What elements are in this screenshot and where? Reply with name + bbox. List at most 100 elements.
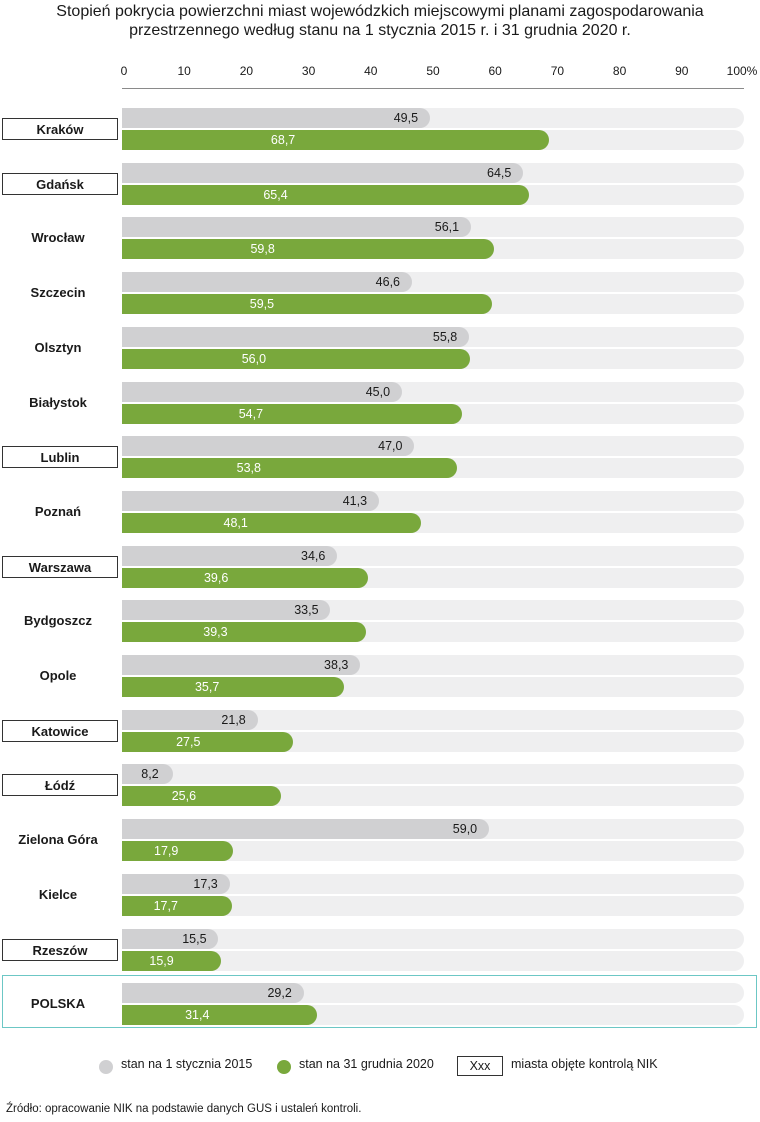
bar-track [122, 874, 744, 894]
legend-label-2015: stan na 1 stycznia 2015 [121, 1057, 253, 1071]
data-label: 8,2 [141, 767, 159, 781]
city-label: Lublin [2, 446, 118, 468]
bar-2020 [122, 404, 463, 424]
city-label: POLSKA [30, 996, 86, 1011]
bar-2020 [122, 622, 367, 642]
x-tick-label: 40 [364, 64, 378, 78]
bar-2015 [122, 655, 361, 675]
data-label: 41,3 [342, 494, 368, 508]
bar-2020 [122, 841, 234, 861]
data-label: 39,6 [203, 571, 229, 585]
data-label: 15,9 [149, 954, 174, 968]
bar-2015 [122, 163, 524, 183]
x-tick-label: 20 [239, 64, 254, 78]
bar-2020 [122, 185, 529, 205]
city-label: Poznań [34, 504, 82, 519]
data-label: 55,8 [432, 330, 458, 344]
bar-2015 [122, 382, 402, 402]
city-label: Zielona Góra [18, 832, 98, 847]
x-tick-label: 100% [726, 64, 758, 78]
data-label: 45,0 [365, 385, 391, 399]
city-label: Gdańsk [2, 173, 118, 195]
data-label: 33,5 [294, 603, 319, 617]
bar-2015 [122, 764, 173, 784]
bar-2015 [122, 491, 379, 511]
legend-label-2020: stan na 31 grudnia 2020 [299, 1057, 434, 1071]
city-label: Łódź [2, 774, 118, 796]
x-tick-label: 30 [301, 64, 316, 78]
data-label: 68,7 [270, 133, 296, 147]
data-label: 38,3 [324, 658, 349, 672]
bar-2015 [122, 819, 489, 839]
source-note: Źródło: opracowanie NIK na podstawie dan… [6, 1103, 362, 1115]
bar-track [122, 764, 744, 784]
bar-2020 [122, 294, 493, 314]
bar-2015 [122, 983, 304, 1003]
data-label: 15,5 [182, 932, 207, 946]
city-label: Opole [39, 668, 77, 683]
bar-2020 [122, 568, 369, 588]
data-label: 48,1 [223, 516, 248, 530]
chart-title: Stopień pokrycia powierzchni miast wojew… [56, 3, 704, 39]
bar-2015 [122, 929, 219, 949]
x-tick-label: 90 [675, 64, 689, 78]
data-label: 39,3 [203, 625, 228, 639]
bar-2015 [122, 874, 230, 894]
city-label: Kielce [38, 887, 78, 902]
city-label: Szczecin [30, 285, 86, 300]
data-label: 47,0 [378, 439, 403, 453]
legend-swatch-2020 [277, 1060, 291, 1074]
legend-box-sample: Xxx [457, 1056, 503, 1076]
city-label: Katowice [2, 720, 118, 742]
data-label: 59,5 [249, 297, 275, 311]
data-label: 46,6 [375, 275, 401, 289]
data-label: 59,8 [250, 242, 275, 256]
bar-2020 [122, 896, 233, 916]
bar-track [122, 841, 744, 861]
data-label: 64,5 [487, 166, 512, 180]
bar-2020 [122, 786, 282, 806]
data-label: 56,1 [434, 220, 460, 234]
bar-2020 [122, 349, 471, 369]
data-label: 54,7 [238, 407, 264, 421]
data-label: 56,0 [241, 352, 267, 366]
bar-2015 [122, 600, 331, 620]
data-label: 17,3 [193, 877, 218, 891]
bar-2015 [122, 217, 471, 237]
bar-2015 [122, 710, 258, 730]
x-tick-label: 70 [550, 64, 565, 78]
bar-2015 [122, 108, 430, 128]
data-label: 35,7 [194, 680, 220, 694]
data-label: 27,5 [176, 735, 201, 749]
x-tick-label: 80 [612, 64, 627, 78]
bar-2020 [122, 732, 294, 752]
city-label: Bydgoszcz [24, 613, 92, 628]
city-label: Olsztyn [34, 340, 82, 355]
city-label: Kraków [2, 118, 118, 140]
data-label: 25,6 [171, 789, 197, 803]
data-label: 21,8 [221, 713, 246, 727]
city-label: Warszawa [2, 556, 118, 578]
bar-track [122, 951, 744, 971]
data-label: 31,4 [185, 1008, 210, 1022]
data-label: 17,9 [154, 844, 179, 858]
bar-2015 [122, 272, 412, 292]
data-label: 17,7 [153, 899, 178, 913]
x-tick-label: 10 [177, 64, 191, 78]
bar-track [122, 929, 744, 949]
x-tick-label: 60 [488, 64, 502, 78]
bar-2020 [122, 458, 457, 478]
legend-swatch-2015 [99, 1060, 113, 1074]
bar-2015 [122, 546, 338, 566]
x-tick-label: 0 [120, 64, 128, 78]
x-tick-label: 50 [426, 64, 440, 78]
city-label: Wrocław [31, 230, 85, 245]
bar-2020 [122, 513, 422, 533]
bar-2020 [122, 239, 494, 259]
bar-2020 [122, 677, 345, 697]
city-label: Rzeszów [2, 939, 118, 961]
bar-2015 [122, 327, 470, 347]
city-label: Białystok [29, 395, 87, 410]
data-label: 29,2 [267, 986, 292, 1000]
bar-track [122, 710, 744, 730]
